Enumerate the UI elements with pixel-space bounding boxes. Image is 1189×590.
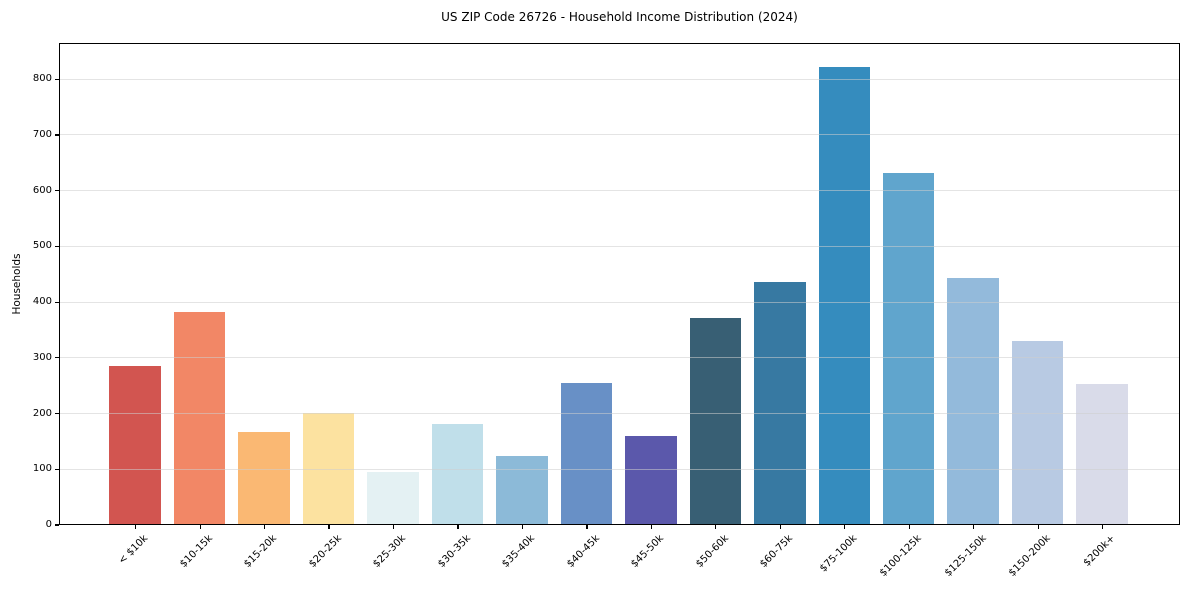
x-tick-mark-$25-30k <box>392 525 395 529</box>
x-tick-label-$10-15k: $10-15k <box>178 533 215 570</box>
bar-$30-35k <box>431 423 484 524</box>
y-tick-label-200: 200 <box>32 407 52 419</box>
y-tick-mark-800 <box>55 78 59 80</box>
y-tick-label-600: 600 <box>32 184 52 196</box>
bar-$15-20k <box>238 432 290 524</box>
x-tick-mark-$75-100k <box>844 525 846 529</box>
bars-layer <box>60 44 1179 524</box>
x-tick-label-$75-100k: $75-100k <box>818 533 860 575</box>
y-tick-mark-100 <box>55 468 59 470</box>
x-tick-label-$15-20k: $15-20k <box>242 533 280 570</box>
y-tick-label-300: 300 <box>32 351 52 363</box>
x-tick-label-$50-60k: $50-60k <box>693 533 731 570</box>
x-tick-label-$150-200k: $150-200k <box>1006 533 1053 579</box>
bar-$200k+ <box>1076 383 1128 524</box>
y-tick-label-800: 800 <box>32 73 52 85</box>
y-tick-label-100: 100 <box>32 463 52 475</box>
bar-$25-30k <box>367 472 419 524</box>
bar-$75-100k <box>818 67 870 524</box>
y-tick-mark-300 <box>55 357 59 359</box>
y-tick-label-500: 500 <box>32 240 52 252</box>
bar-$100-125k <box>882 172 935 524</box>
y-tick-mark-600 <box>55 190 59 192</box>
x-tick-label-< $10k: < $10k <box>116 533 151 567</box>
x-tick-mark-$200k+ <box>1101 525 1104 529</box>
x-tick-label-$25-30k: $25-30k <box>371 533 409 570</box>
x-tick-label-$35-40k: $35-40k <box>500 533 538 570</box>
x-tick-label-$40-45k: $40-45k <box>564 533 602 570</box>
x-tick-label-$30-35k: $30-35k <box>435 533 473 570</box>
x-tick-label-$45-50k: $45-50k <box>629 533 667 570</box>
bar-$50-60k <box>689 317 742 524</box>
y-tick-mark-700 <box>55 134 59 136</box>
x-tick-label-$20-25k: $20-25k <box>306 533 344 570</box>
x-tick-mark-$40-45k <box>586 525 588 529</box>
x-tick-label-$100-125k: $100-125k <box>878 533 924 579</box>
bar-$40-45k <box>560 383 613 524</box>
x-tick-mark-$150-200k <box>1037 525 1039 529</box>
y-axis-label: Households <box>11 253 23 315</box>
x-tick-label-$125-150k: $125-150k <box>942 533 989 579</box>
bar-$20-25k <box>302 412 355 524</box>
bar-$10-15k <box>173 312 226 524</box>
x-tick-mark-$10-15k <box>199 525 201 529</box>
x-tick-mark-$60-75k <box>779 525 781 529</box>
bar-$60-75k <box>754 281 806 524</box>
y-tick-mark-500 <box>55 245 59 247</box>
x-tick-mark-$100-125k <box>908 525 910 529</box>
y-tick-mark-400 <box>55 301 59 303</box>
y-tick-label-700: 700 <box>32 128 52 140</box>
x-tick-mark-$15-20k <box>264 525 266 529</box>
plot-area <box>59 43 1180 525</box>
x-tick-mark-$35-40k <box>521 525 524 529</box>
x-tick-mark-$125-150k <box>973 525 975 529</box>
bar-$125-150k <box>947 277 999 524</box>
bar-$45-50k <box>625 436 677 524</box>
chart-title: US ZIP Code 26726 - Household Income Dis… <box>441 10 798 24</box>
y-tick-mark-0 <box>55 524 59 526</box>
bar-< $10k <box>109 366 161 524</box>
x-tick-label-$60-75k: $60-75k <box>758 533 796 570</box>
bar-$35-40k <box>496 455 548 524</box>
y-tick-label-400: 400 <box>32 296 52 308</box>
x-tick-mark-$45-50k <box>650 525 652 529</box>
x-tick-mark-$20-25k <box>328 525 330 529</box>
y-tick-label-0: 0 <box>45 519 52 530</box>
bar-$150-200k <box>1011 341 1064 524</box>
y-tick-mark-200 <box>55 412 59 415</box>
x-tick-label-$200k+: $200k+ <box>1081 533 1118 569</box>
x-tick-mark-< $10k <box>135 525 137 529</box>
x-tick-mark-$50-60k <box>715 525 717 529</box>
x-tick-mark-$30-35k <box>457 525 459 529</box>
